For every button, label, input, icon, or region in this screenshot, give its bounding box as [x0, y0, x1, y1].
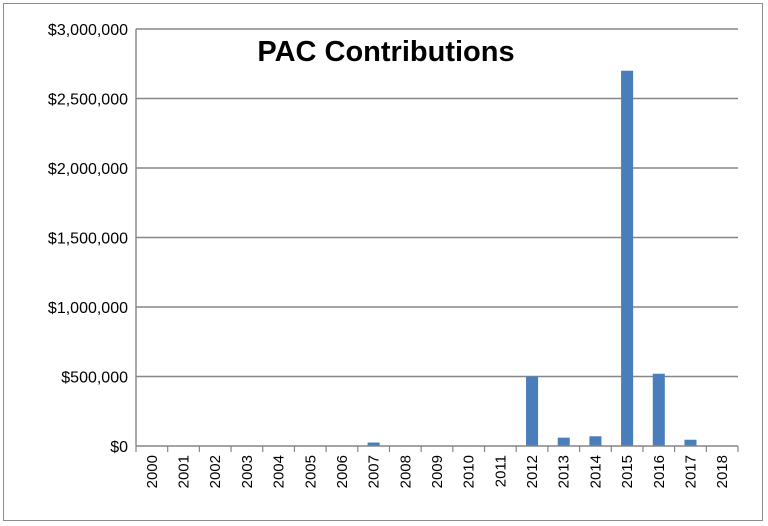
- chart-frame: $0 $500,000 $1,000,000 $1,500,000 $2,000,000…: [3, 3, 763, 521]
- bar-series: [367, 70, 697, 446]
- x-tick-label: 2004: [271, 455, 288, 488]
- bar-2012: [526, 376, 539, 446]
- x-tick-label: 2008: [397, 455, 414, 488]
- x-tick-label: 2005: [302, 455, 319, 488]
- x-tick-label: 2009: [429, 455, 446, 488]
- bar-2007: [367, 442, 380, 446]
- y-tick-label: $500,000: [61, 370, 128, 387]
- chart-title: PAC Contributions: [257, 36, 514, 68]
- x-tick-label: 2010: [461, 455, 478, 488]
- y-tick-label: $1,500,000: [48, 231, 128, 248]
- y-tick-label: $2,000,000: [48, 161, 128, 178]
- bar-2016: [652, 373, 665, 446]
- x-tick-label: 2014: [587, 455, 604, 488]
- x-tick-label: 2011: [492, 455, 509, 487]
- bar-chart: $0 $500,000 $1,000,000 $1,500,000 $2,000,000…: [48, 22, 739, 488]
- y-tick-label: $2,500,000: [48, 92, 128, 109]
- x-tick-label: 2013: [556, 455, 573, 488]
- bar-2017: [684, 439, 697, 446]
- x-tick-label: 2001: [176, 455, 193, 488]
- x-tick-label: 2007: [366, 455, 383, 488]
- y-tick-label: $3,000,000: [48, 22, 128, 39]
- x-tick-label: 2003: [239, 455, 256, 488]
- gridlines: [135, 28, 738, 446]
- x-tick-label: 2006: [334, 455, 351, 488]
- x-tick-label: 2002: [207, 455, 224, 488]
- x-tick-label: 2018: [714, 455, 731, 488]
- y-tick-label: $0: [110, 439, 128, 456]
- x-tick-label: 2012: [524, 455, 541, 488]
- x-tick-label: 2016: [651, 455, 668, 488]
- x-tick-label: 2017: [682, 455, 699, 488]
- bar-2013: [557, 437, 570, 446]
- y-tick-label: $1,000,000: [48, 300, 128, 317]
- bar-2015: [621, 70, 634, 446]
- x-axis-tick-labels: 2000 2001 2002 2003 2004 2005 2006 2007 2008 2009…: [144, 455, 731, 488]
- x-tick-label: 2015: [619, 455, 636, 488]
- x-tick-label: 2000: [144, 455, 161, 488]
- x-axis: [135, 445, 739, 452]
- y-axis-tick-labels: $0 $500,000 $1,000,000 $1,500,000 $2,000,000…: [48, 22, 128, 456]
- bar-2014: [589, 436, 602, 446]
